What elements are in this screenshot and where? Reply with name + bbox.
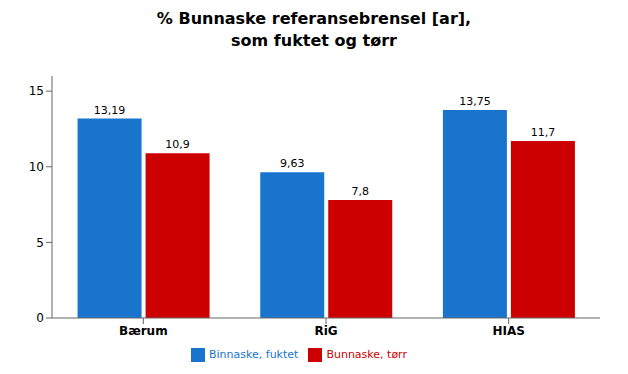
html-text:Bunnaske, tørr: Bunnaske, tørr — [326, 348, 407, 361]
svg-text:Bærum: Bærum — [119, 324, 168, 338]
svg-text:7,8: 7,8 — [351, 185, 369, 198]
svg-text:5: 5 — [36, 236, 44, 250]
svg-text:HIAS: HIAS — [492, 324, 524, 338]
svg-text:15: 15 — [29, 84, 44, 98]
svg-text:RiG: RiG — [314, 324, 337, 338]
html-text:Binnaske, fuktet: Binnaske, fuktet — [209, 348, 299, 361]
svg-text:10,9: 10,9 — [165, 138, 190, 151]
svg-text:0: 0 — [36, 311, 44, 325]
html-text:% Bunnaske referansebrensel [a: % Bunnaske referansebrensel [ar], — [156, 9, 472, 28]
svg-text:9,63: 9,63 — [280, 157, 305, 170]
svg-text:13,75: 13,75 — [459, 95, 491, 108]
html-text:som fuktet og tørr: som fuktet og tørr — [231, 31, 397, 50]
svg-text:13,19: 13,19 — [94, 104, 126, 117]
svg-text:10: 10 — [29, 160, 44, 174]
svg-text:11,7: 11,7 — [531, 126, 556, 139]
